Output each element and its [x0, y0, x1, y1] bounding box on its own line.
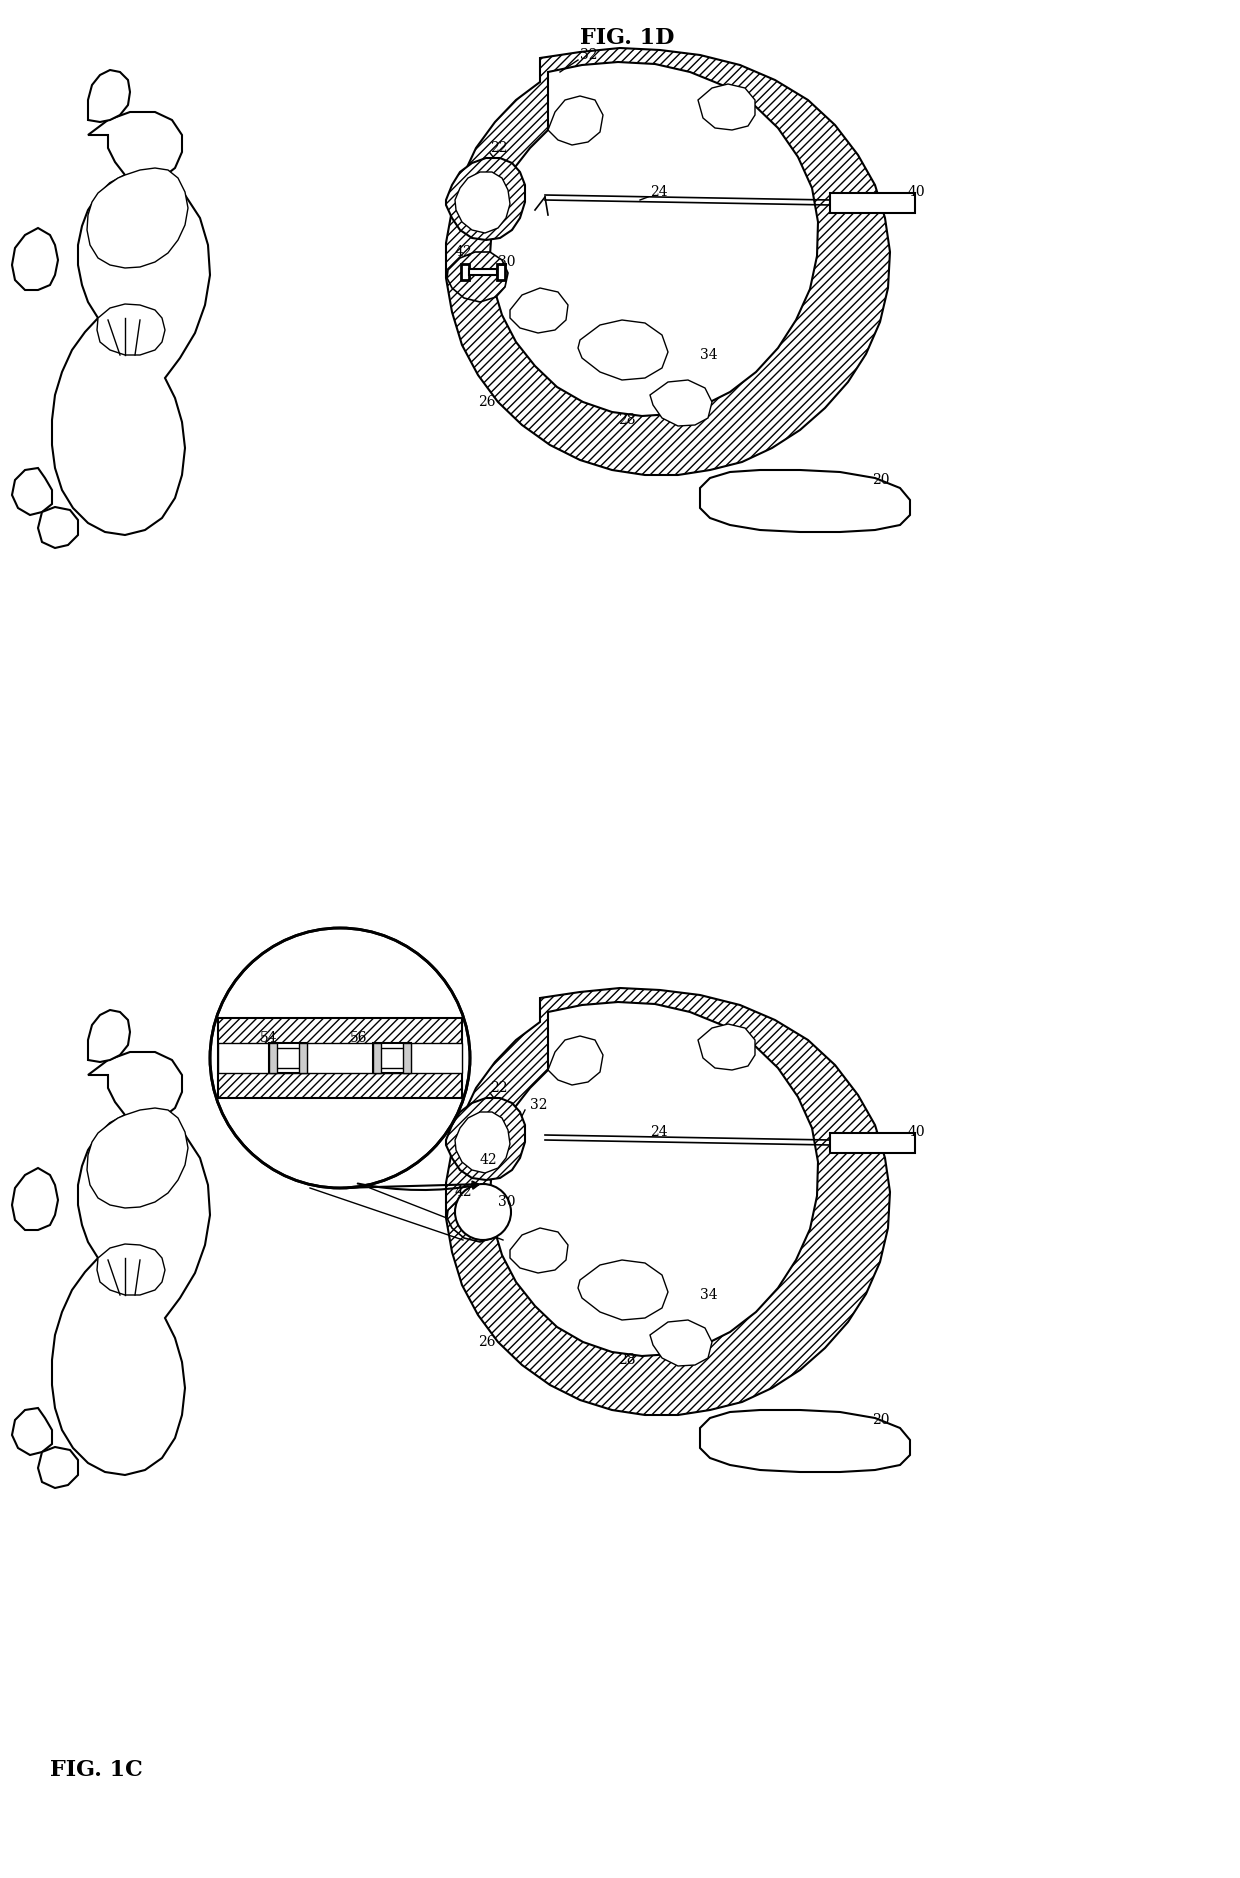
Polygon shape: [38, 507, 78, 548]
Text: 32: 32: [580, 49, 598, 62]
Text: 24: 24: [650, 186, 667, 199]
Bar: [299, 1042, 308, 1072]
Circle shape: [210, 928, 470, 1189]
Polygon shape: [578, 319, 668, 379]
Text: 30: 30: [498, 1194, 516, 1209]
Text: 40: 40: [908, 1125, 925, 1138]
Text: 32: 32: [529, 1099, 548, 1112]
Text: 26: 26: [477, 394, 496, 409]
Polygon shape: [97, 1243, 165, 1296]
Text: 24: 24: [650, 1125, 667, 1138]
Polygon shape: [455, 1112, 510, 1174]
Text: 40: 40: [908, 186, 925, 199]
Polygon shape: [446, 252, 508, 302]
Text: 22: 22: [490, 1082, 507, 1095]
Bar: [277, 1048, 300, 1069]
Text: 42: 42: [455, 244, 472, 259]
Polygon shape: [490, 62, 818, 417]
Polygon shape: [650, 379, 712, 426]
Bar: [218, 1018, 463, 1099]
Polygon shape: [12, 1168, 58, 1230]
Polygon shape: [698, 85, 755, 130]
Text: 56: 56: [350, 1031, 367, 1044]
Text: 54: 54: [260, 1031, 278, 1044]
Polygon shape: [490, 1003, 818, 1356]
Polygon shape: [87, 167, 188, 269]
Bar: [469, 269, 497, 274]
Bar: [461, 265, 469, 280]
Polygon shape: [88, 69, 130, 122]
Bar: [269, 1042, 277, 1072]
Polygon shape: [446, 1193, 508, 1241]
Polygon shape: [87, 1108, 188, 1208]
Polygon shape: [578, 1260, 668, 1320]
Bar: [373, 1042, 410, 1072]
Text: 28: 28: [618, 1352, 635, 1367]
Polygon shape: [12, 468, 52, 515]
Polygon shape: [510, 1228, 568, 1273]
Polygon shape: [548, 96, 603, 145]
Text: FIG. 1D: FIG. 1D: [580, 26, 675, 49]
Bar: [830, 193, 915, 212]
Bar: [269, 1042, 308, 1072]
Polygon shape: [446, 49, 890, 475]
Polygon shape: [446, 158, 525, 240]
Text: 34: 34: [701, 347, 718, 362]
Polygon shape: [446, 1099, 525, 1179]
Text: FIG. 1C: FIG. 1C: [50, 1760, 143, 1780]
Polygon shape: [52, 113, 210, 535]
Bar: [497, 265, 505, 280]
Bar: [830, 1132, 915, 1153]
Text: 22: 22: [490, 141, 507, 156]
Text: 30: 30: [498, 255, 516, 269]
Bar: [218, 1042, 463, 1072]
Circle shape: [455, 1183, 511, 1239]
Text: 20: 20: [872, 473, 889, 486]
Polygon shape: [455, 173, 510, 233]
Polygon shape: [701, 470, 910, 531]
Bar: [373, 1042, 381, 1072]
Polygon shape: [12, 227, 58, 289]
Text: 20: 20: [872, 1412, 889, 1427]
Bar: [379, 1048, 404, 1069]
Polygon shape: [548, 1037, 603, 1085]
Polygon shape: [701, 1410, 910, 1472]
Text: 28: 28: [618, 413, 635, 426]
Text: 26: 26: [477, 1335, 496, 1348]
Bar: [403, 1042, 410, 1072]
Polygon shape: [650, 1320, 712, 1365]
Polygon shape: [698, 1024, 755, 1070]
Polygon shape: [52, 1052, 210, 1474]
Polygon shape: [97, 304, 165, 355]
Polygon shape: [12, 1408, 52, 1455]
Text: 42: 42: [480, 1153, 497, 1166]
Polygon shape: [88, 1010, 130, 1061]
Polygon shape: [510, 287, 568, 332]
Polygon shape: [38, 1448, 78, 1487]
Text: 42: 42: [455, 1185, 472, 1198]
Text: 34: 34: [701, 1288, 718, 1301]
Polygon shape: [446, 988, 890, 1414]
